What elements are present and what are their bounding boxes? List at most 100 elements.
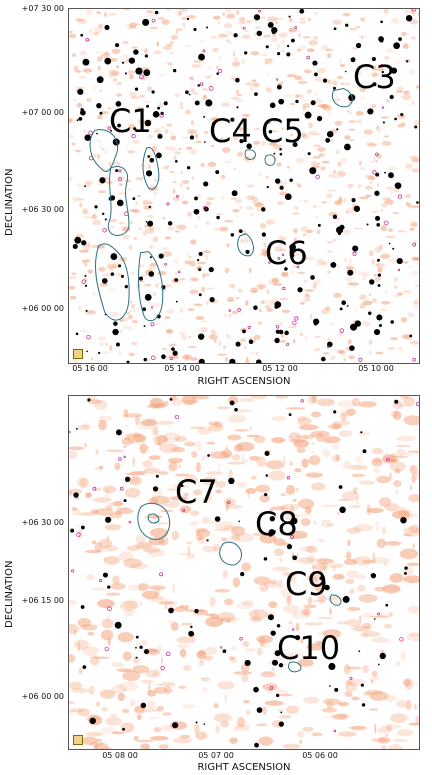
emission-blob	[142, 100, 151, 104]
emission-blob	[78, 249, 89, 253]
emission-blob	[261, 53, 268, 57]
emission-blob	[91, 215, 98, 219]
emission-blob	[409, 69, 415, 75]
emission-blob	[138, 601, 143, 606]
emission-blob	[140, 640, 148, 643]
emission-blob	[383, 562, 387, 566]
point-source	[112, 138, 120, 146]
emission-blob	[311, 160, 317, 166]
emission-blob	[312, 144, 321, 148]
emission-blob	[314, 558, 332, 562]
emission-blob	[384, 56, 390, 60]
emission-blob	[271, 436, 286, 444]
emission-blob	[361, 36, 364, 40]
emission-blob	[108, 13, 117, 16]
emission-blob	[220, 136, 224, 143]
point-source	[228, 477, 235, 485]
magenta-source	[107, 606, 112, 612]
point-source	[144, 119, 152, 127]
magenta-source	[269, 686, 274, 690]
emission-blob	[147, 134, 154, 139]
emission-blob	[386, 98, 390, 104]
emission-blob	[296, 416, 308, 421]
emission-blob	[410, 270, 419, 276]
top-ytick: +06 30 00	[21, 205, 64, 214]
point-source	[295, 635, 301, 641]
emission-blob	[285, 484, 296, 495]
emission-blob	[294, 75, 303, 81]
emission-blob	[280, 587, 294, 598]
emission-blob	[388, 612, 394, 617]
emission-blob	[388, 744, 403, 749]
emission-blob	[411, 305, 419, 309]
point-source	[138, 276, 144, 281]
emission-blob	[167, 344, 176, 347]
emission-blob	[212, 117, 220, 122]
emission-blob	[363, 106, 366, 110]
emission-blob	[411, 474, 416, 484]
emission-blob	[109, 501, 123, 507]
emission-blob	[231, 77, 236, 81]
emission-blob	[217, 353, 227, 356]
point-source	[377, 663, 380, 666]
emission-blob	[321, 160, 330, 164]
emission-blob	[196, 529, 211, 538]
emission-blob	[250, 290, 259, 293]
point-source	[194, 196, 198, 201]
emission-blob	[77, 19, 88, 24]
emission-blob	[96, 56, 102, 62]
emission-blob	[296, 10, 300, 14]
emission-blob	[180, 278, 186, 281]
emission-blob	[413, 300, 419, 305]
emission-blob	[297, 730, 305, 738]
emission-blob	[297, 417, 312, 426]
emission-blob	[88, 28, 94, 34]
emission-blob	[348, 355, 355, 360]
magenta-source	[399, 637, 404, 642]
emission-blob	[181, 704, 196, 709]
emission-blob	[192, 92, 199, 95]
emission-blob	[289, 461, 293, 467]
point-source	[168, 607, 174, 614]
point-source	[104, 218, 107, 221]
point-source	[186, 166, 191, 170]
emission-blob	[146, 689, 157, 697]
emission-blob	[109, 226, 116, 229]
emission-blob	[311, 396, 318, 404]
emission-blob	[300, 132, 307, 137]
emission-blob	[129, 92, 138, 98]
emission-blob	[141, 708, 161, 713]
emission-blob	[198, 39, 206, 43]
emission-blob	[306, 89, 313, 94]
emission-blob	[210, 35, 218, 40]
emission-blob	[352, 487, 358, 495]
emission-blob	[412, 543, 415, 549]
emission-blob	[312, 576, 318, 587]
emission-blob	[227, 31, 233, 36]
emission-blob	[202, 250, 211, 254]
emission-blob	[233, 443, 244, 452]
emission-blob	[225, 446, 228, 450]
magenta-source	[291, 628, 295, 631]
magenta-source	[276, 78, 279, 81]
emission-blob	[370, 679, 374, 684]
emission-blob	[230, 137, 237, 140]
emission-blob	[404, 679, 414, 690]
emission-blob	[279, 693, 293, 697]
emission-blob	[259, 494, 270, 503]
emission-blob	[130, 96, 140, 99]
emission-blob	[176, 644, 190, 648]
point-source	[362, 449, 367, 454]
point-source	[135, 635, 139, 639]
emission-blob	[271, 668, 275, 671]
emission-blob	[345, 276, 354, 282]
point-source	[73, 492, 79, 498]
emission-blob	[154, 283, 159, 288]
emission-blob	[212, 622, 217, 626]
emission-blob	[293, 573, 296, 584]
emission-blob	[124, 599, 138, 610]
emission-blob	[101, 707, 108, 712]
emission-blob	[343, 664, 351, 675]
emission-blob	[378, 737, 391, 744]
point-source	[292, 555, 298, 561]
